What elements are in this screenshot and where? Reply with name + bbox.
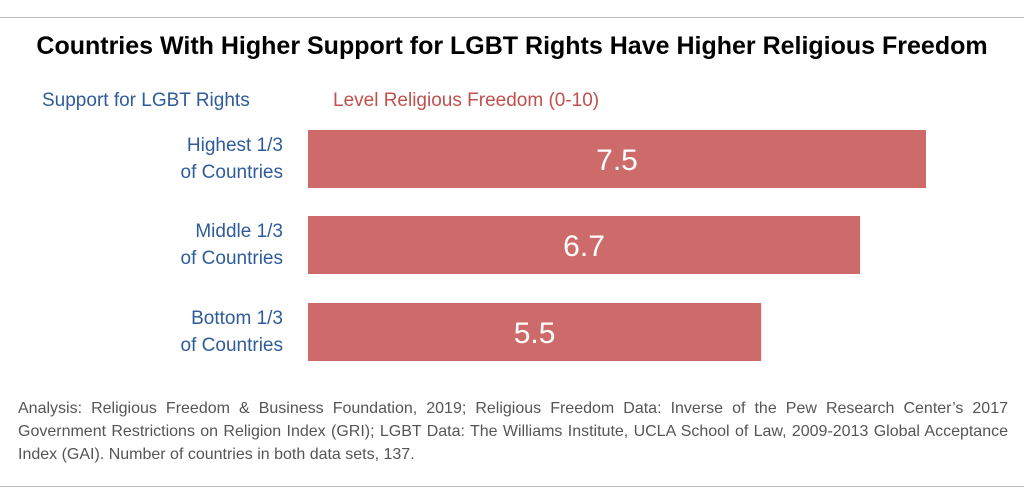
bar-value-label: 6.7 xyxy=(563,230,605,263)
bar-2 xyxy=(308,303,762,361)
source-note: Analysis: Religious Freedom & Business F… xyxy=(18,400,1008,463)
value-axis-header: Level Religious Freedom (0-10) xyxy=(333,90,600,111)
bar-value-label: 5.5 xyxy=(514,317,556,350)
category-label: Bottom 1/3 of Countries xyxy=(181,308,283,356)
category-axis-header: Support for LGBT Rights xyxy=(42,90,250,111)
bar-1 xyxy=(308,216,861,274)
top-rule xyxy=(0,17,1024,18)
bar-0 xyxy=(308,130,926,188)
category-label: Highest 1/3 of Countries xyxy=(181,135,283,183)
chart-title: Countries With Higher Support for LGBT R… xyxy=(36,32,988,60)
bar-value-label: 7.5 xyxy=(596,144,638,177)
bottom-rule xyxy=(0,486,1024,487)
category-label: Middle 1/3 of Countries xyxy=(181,221,283,269)
